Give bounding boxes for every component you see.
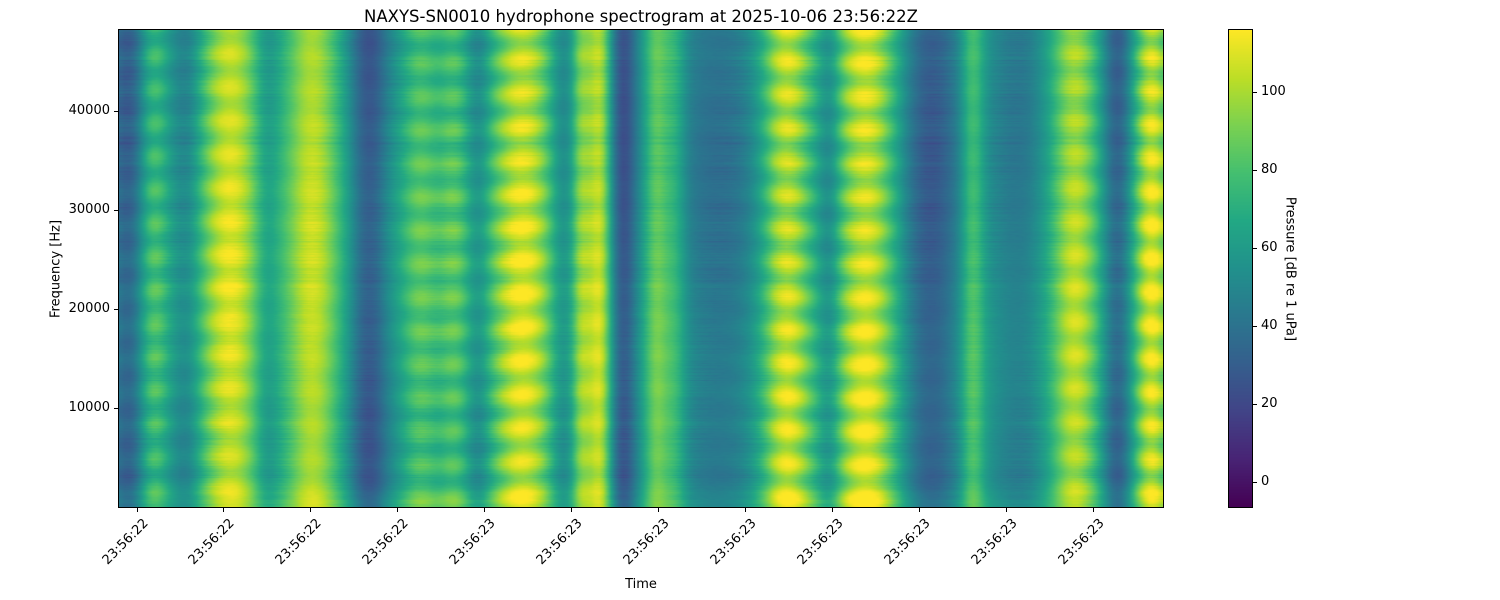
colorbar-tick-label: 80 [1261, 162, 1278, 178]
x-tick [658, 508, 659, 512]
colorbar-label: Pressure [dB re 1 uPa] [1282, 196, 1298, 342]
colorbar-tick-label: 60 [1261, 240, 1278, 256]
y-tick [114, 408, 118, 409]
colorbar-tick-label: 0 [1261, 473, 1270, 489]
x-tick [484, 508, 486, 512]
x-tick [571, 508, 573, 512]
x-tick [310, 508, 312, 512]
y-tick-label: 10000 [68, 400, 110, 415]
colorbar-tick-label: 100 [1261, 84, 1286, 100]
x-tick [397, 508, 399, 512]
y-tick [114, 111, 118, 113]
colorbar-tick-label: 20 [1261, 395, 1278, 411]
colorbar-tick [1253, 403, 1257, 405]
x-tick [136, 508, 138, 512]
plot-area [118, 29, 1164, 508]
spectrogram-canvas [119, 30, 1163, 507]
y-tick-label: 40000 [68, 103, 110, 119]
x-tick [918, 508, 920, 512]
plot-title: NAXYS-SN0010 hydrophone spectrogram at 2… [364, 7, 918, 26]
colorbar-tick [1253, 325, 1257, 327]
x-tick [223, 508, 225, 512]
x-axis-label: Time [625, 577, 657, 592]
colorbar-tick [1253, 170, 1257, 172]
y-tick [114, 309, 118, 311]
x-tick [744, 508, 746, 512]
colorbar-tick [1253, 248, 1257, 250]
colorbar-tick [1253, 481, 1257, 483]
x-tick [831, 508, 833, 512]
colorbar-gradient [1229, 30, 1252, 507]
colorbar-tick-label: 40 [1261, 317, 1278, 333]
y-tick [114, 210, 118, 212]
y-tick-label: 30000 [68, 202, 110, 218]
x-tick [1005, 508, 1007, 512]
x-tick [1092, 508, 1094, 512]
y-tick-label: 20000 [68, 301, 110, 317]
colorbar-tick [1253, 92, 1257, 94]
colorbar [1228, 29, 1253, 508]
